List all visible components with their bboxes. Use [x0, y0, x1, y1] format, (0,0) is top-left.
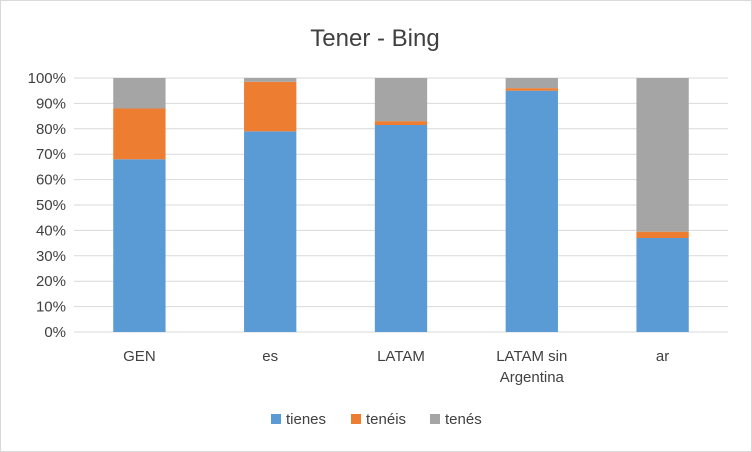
y-tick-label: 0%: [44, 324, 66, 341]
bar-segment: [113, 108, 166, 160]
bar-segment: [636, 238, 689, 332]
y-tick-label: 10%: [36, 299, 66, 316]
bar-segment: [374, 124, 428, 333]
y-tick-label: 50%: [36, 197, 66, 214]
bar-segment: [505, 88, 558, 91]
bar-segment: [505, 90, 558, 332]
bar-segment: [636, 231, 689, 239]
x-category-label: ar: [656, 348, 669, 365]
legend-label: tenéis: [366, 411, 406, 428]
y-tick-label: 30%: [36, 248, 66, 265]
x-category-label: LATAM sin: [496, 348, 567, 365]
x-category-label: Argentina: [500, 369, 565, 386]
y-axis-ticks: 0% 10% 20% 30% 40% 50% 60% 70% 80% 90% 100%: [28, 70, 66, 341]
y-tick-label: 90%: [36, 95, 66, 112]
legend-item: tenéis: [351, 411, 406, 428]
legend: tienes tenéis tenés: [271, 411, 482, 428]
legend-item: tenés: [430, 411, 482, 428]
y-tick-label: 40%: [36, 222, 66, 239]
bar-segment: [244, 78, 297, 82]
legend-item: tienes: [271, 411, 326, 428]
legend-swatch: [430, 414, 440, 424]
bar-segment: [505, 78, 558, 89]
bar-segment: [374, 121, 428, 125]
bar-segment: [374, 78, 428, 122]
bar-segment: [113, 159, 166, 332]
legend-swatch: [271, 414, 281, 424]
y-tick-label: 80%: [36, 121, 66, 138]
x-category-label: es: [262, 348, 278, 365]
bar-segment: [244, 131, 297, 332]
bar-segment: [113, 78, 166, 109]
legend-swatch: [351, 414, 361, 424]
y-tick-label: 100%: [28, 70, 66, 87]
bars: [113, 78, 689, 333]
bar-segment: [244, 81, 297, 132]
x-axis-categories: GEN es LATAM LATAM sin Argentina ar: [123, 348, 669, 386]
legend-label: tenés: [445, 411, 482, 428]
chart-title: Tener - Bing: [310, 25, 439, 52]
y-tick-label: 70%: [36, 146, 66, 163]
x-category-label: GEN: [123, 348, 156, 365]
bar-segment: [636, 78, 689, 232]
y-tick-label: 60%: [36, 172, 66, 189]
x-category-label: LATAM: [377, 348, 425, 365]
y-tick-label: 20%: [36, 273, 66, 290]
legend-label: tienes: [286, 411, 326, 428]
